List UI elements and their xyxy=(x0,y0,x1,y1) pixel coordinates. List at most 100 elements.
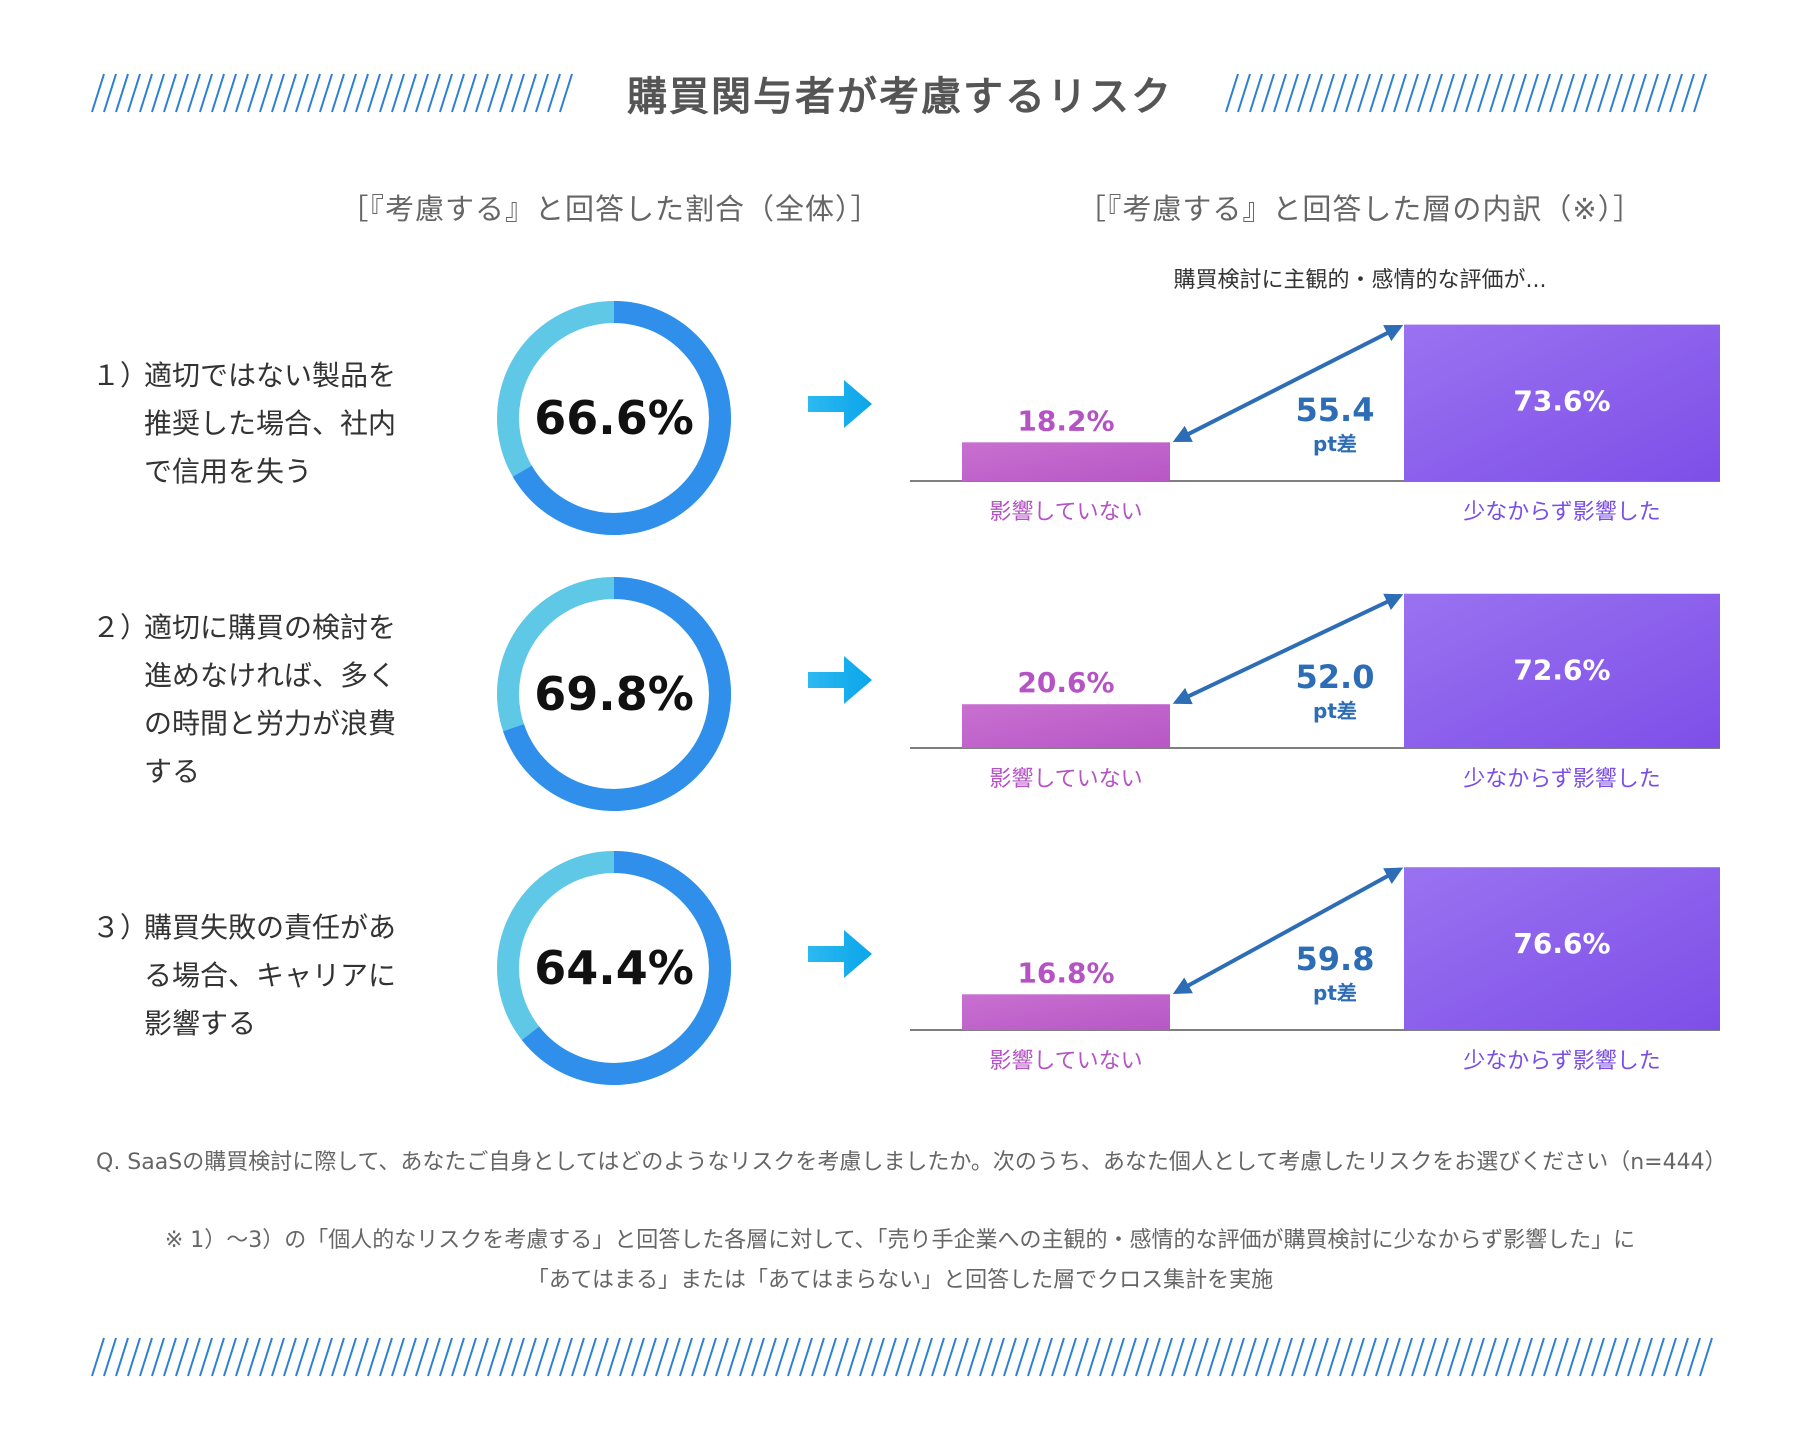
stripe-line xyxy=(511,1337,525,1377)
stripe-line xyxy=(1495,1337,1509,1377)
stripe-line xyxy=(319,1337,333,1377)
difference-value: 52.0 xyxy=(1296,658,1375,696)
bar-category-label: 影響していない xyxy=(989,1049,1142,1074)
stripe-line xyxy=(667,1337,681,1377)
difference-unit: pt差 xyxy=(1313,432,1357,456)
stripe-line xyxy=(1285,73,1299,113)
row-number: ３） xyxy=(92,911,149,944)
stripe-line xyxy=(871,1337,885,1377)
stripe-line xyxy=(271,1337,285,1377)
bar-value-label: 76.6% xyxy=(1513,927,1610,960)
donut-value-label: 69.8% xyxy=(534,667,694,721)
stripe-line xyxy=(451,1337,465,1377)
row-label-line: で信用を失う xyxy=(144,455,313,488)
stripe-line xyxy=(355,1337,369,1377)
stripe-line xyxy=(955,1337,969,1377)
stripe-line xyxy=(127,1337,141,1377)
stripe-line xyxy=(559,1337,573,1377)
row-number: １） xyxy=(92,359,149,392)
difference-unit: pt差 xyxy=(1313,699,1357,723)
stripe-line xyxy=(547,73,561,113)
stripe-line xyxy=(1633,73,1647,113)
row-2-label: ２）適切に購買の検討を 進めなければ、多く の時間と労力が浪費 する xyxy=(92,604,396,796)
stripe-line xyxy=(739,1337,753,1377)
stripe-line xyxy=(1369,73,1383,113)
stripe-line xyxy=(403,73,417,113)
stripe-line xyxy=(1525,73,1539,113)
left-heading: ［『考慮する』と回答した割合（全体）］ xyxy=(339,192,881,226)
stripe-line xyxy=(151,1337,165,1377)
bar-category-label: 少なからず影響した xyxy=(1463,500,1661,525)
stripe-line xyxy=(1015,1337,1029,1377)
stripe-line xyxy=(295,73,309,113)
stripe-line xyxy=(1429,73,1443,113)
stripe-line xyxy=(1087,1337,1101,1377)
stripe-line xyxy=(1099,1337,1113,1377)
stripe-line xyxy=(523,1337,537,1377)
stripe-line xyxy=(1195,1337,1209,1377)
stripe-line xyxy=(847,1337,861,1377)
stripe-line xyxy=(139,1337,153,1377)
stripe-line xyxy=(367,1337,381,1377)
stripe-line xyxy=(1555,1337,1569,1377)
stripe-line xyxy=(775,1337,789,1377)
stripe-line xyxy=(1339,1337,1353,1377)
stripe-line xyxy=(1597,73,1611,113)
difference-arrow xyxy=(1172,593,1404,705)
right-subheading: 購買検討に主観的・感情的な評価が... xyxy=(1173,268,1547,293)
stripe-line xyxy=(1435,1337,1449,1377)
stripe-line xyxy=(391,1337,405,1377)
stripe-line xyxy=(1147,1337,1161,1377)
stripe-line xyxy=(427,1337,441,1377)
stripe-line xyxy=(991,1337,1005,1377)
row-1-label: １）適切ではない製品を 推奨した場合、社内 で信用を失う xyxy=(92,352,396,496)
stripe-line xyxy=(1423,1337,1437,1377)
stripe-line xyxy=(967,1337,981,1377)
stripe-line xyxy=(1303,1337,1317,1377)
stripe-line xyxy=(1471,1337,1485,1377)
stripe-line xyxy=(151,73,165,113)
stripe-line xyxy=(1315,1337,1329,1377)
stripe-line xyxy=(607,1337,621,1377)
stripe-line xyxy=(763,1337,777,1377)
stripe-line xyxy=(931,1337,945,1377)
stripe-line xyxy=(727,1337,741,1377)
stripe-line xyxy=(1531,1337,1545,1377)
stripe-line xyxy=(1375,1337,1389,1377)
stripe-line xyxy=(595,1337,609,1377)
stripe-line xyxy=(559,73,573,113)
stripe-line xyxy=(1567,1337,1581,1377)
stripe-line xyxy=(211,1337,225,1377)
stripe-line xyxy=(1291,1337,1305,1377)
stripe-line xyxy=(1219,1337,1233,1377)
stripe-line xyxy=(799,1337,813,1377)
stripe-line xyxy=(283,1337,297,1377)
stripe-line xyxy=(883,1337,897,1377)
stripe-line xyxy=(379,1337,393,1377)
stripe-line xyxy=(1699,1337,1713,1377)
stripe-line xyxy=(1333,73,1347,113)
stripe-line xyxy=(1039,1337,1053,1377)
row-label-line: する xyxy=(144,755,201,788)
stripe-line xyxy=(1249,73,1263,113)
stripe-line xyxy=(1279,1337,1293,1377)
bar-affected xyxy=(1404,324,1720,481)
stripe-line xyxy=(91,73,105,113)
bar-value-label: 73.6% xyxy=(1513,385,1610,418)
stripe-line xyxy=(787,1337,801,1377)
stripe-line xyxy=(1663,1337,1677,1377)
donut-arc xyxy=(497,301,731,535)
row-label-line: 適切ではない製品を xyxy=(144,359,397,392)
stripe-line xyxy=(139,73,153,113)
bar-category-label: 少なからず影響した xyxy=(1463,1049,1661,1074)
stripe-line xyxy=(199,1337,213,1377)
stripe-line xyxy=(1627,1337,1641,1377)
stripe-line xyxy=(1609,73,1623,113)
stripe-line xyxy=(1645,73,1659,113)
stripe-line xyxy=(1573,73,1587,113)
stripe-line xyxy=(979,1337,993,1377)
page-title: 購買関与者が考慮するリスク xyxy=(627,74,1173,120)
stripe-line xyxy=(631,1337,645,1377)
stripe-line xyxy=(835,1337,849,1377)
